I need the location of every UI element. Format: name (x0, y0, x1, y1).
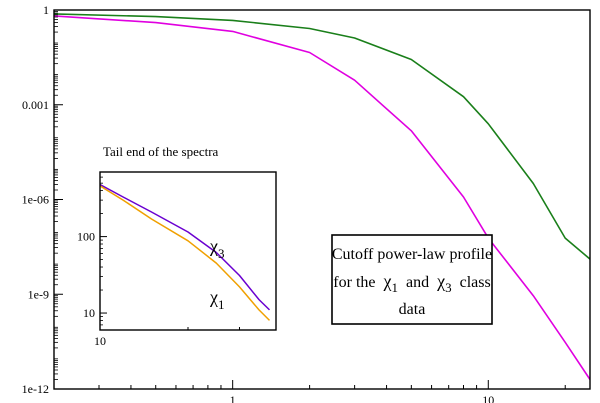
main-x-tick-label: 1 (230, 393, 236, 403)
inset-label-chi3: χ3 (209, 236, 225, 261)
annotation-chi3: χ (436, 271, 445, 291)
annotation-line2: for the χ1 and χ3 class (333, 271, 490, 296)
inset-series-2-line (100, 185, 271, 321)
inset-label-chi1: χ1 (209, 287, 225, 312)
annotation-line2-mid: and (406, 274, 429, 291)
annotation-line2-suffix: class (460, 274, 491, 291)
annotation-line1: Cutoff power-law profile (332, 246, 492, 263)
inset-label-chi3-sub: 3 (218, 246, 225, 261)
main-y-tick-label: 1e-12 (22, 382, 49, 396)
annotation-chi1: χ (382, 271, 391, 291)
main-y-tick-label: 1 (43, 3, 49, 17)
main-y-tick-label: 0.001 (22, 98, 49, 112)
main-plot: 1 10 1e-12 1e-9 1e-06 0.001 1 (22, 3, 591, 403)
annotation-chi1-sub: 1 (391, 280, 398, 295)
inset-y-tick-label: 10 (83, 306, 95, 320)
annotation-box: Cutoff power-law profile for the χ1 and … (331, 234, 493, 325)
main-series-1-line (54, 13, 590, 260)
annotation-chi3-sub: 3 (445, 280, 452, 295)
main-x-tick-label: 10 (482, 393, 494, 403)
main-series-2-line (54, 15, 590, 380)
annotation-line3: data (399, 301, 426, 318)
main-y-tick-label: 1e-06 (22, 193, 49, 207)
annotation-line2-prefix: for the (333, 274, 375, 291)
annotation-frame (331, 234, 493, 325)
inset-label-chi3-symbol: χ (209, 236, 218, 256)
inset-title: Tail end of the spectra (103, 144, 219, 159)
main-y-tick-label: 1e-9 (28, 287, 49, 301)
inset-plot: 10 100 10 (77, 171, 277, 348)
inset-y-tick-label: 100 (77, 230, 95, 244)
inset-x-tick-label: 10 (94, 334, 106, 348)
inset-label-chi1-symbol: χ (209, 287, 218, 307)
inset-label-chi1-sub: 1 (218, 297, 225, 312)
inset-series-1-line (100, 183, 271, 311)
